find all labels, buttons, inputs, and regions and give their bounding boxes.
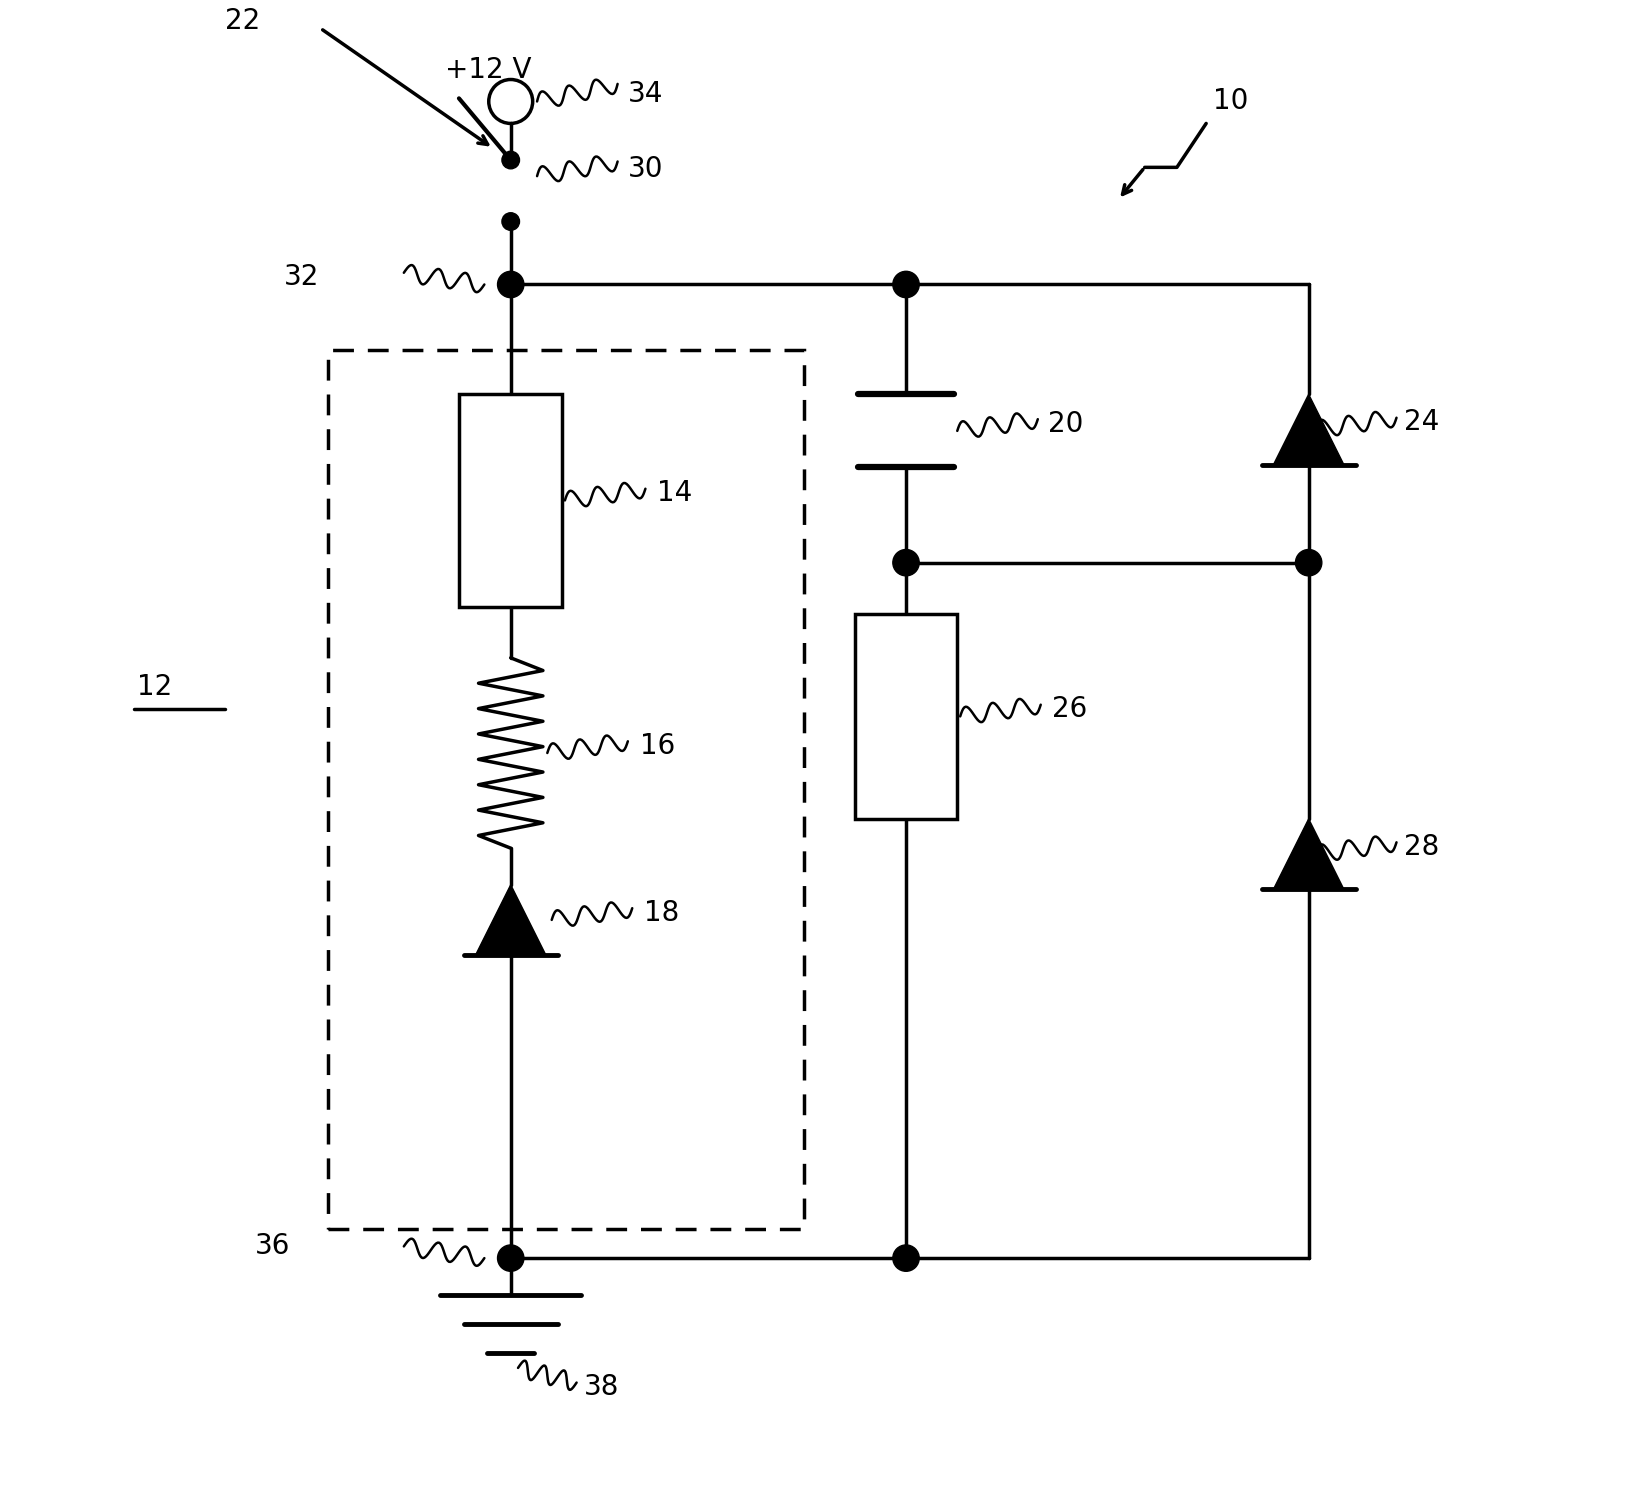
Text: +12 V: +12 V bbox=[444, 55, 532, 84]
Text: 10: 10 bbox=[1213, 88, 1248, 115]
Polygon shape bbox=[1273, 394, 1344, 464]
Text: 24: 24 bbox=[1403, 409, 1440, 436]
Text: 30: 30 bbox=[627, 155, 664, 184]
Text: 34: 34 bbox=[627, 81, 664, 107]
Text: 28: 28 bbox=[1403, 833, 1440, 861]
Circle shape bbox=[1296, 549, 1322, 576]
Circle shape bbox=[497, 272, 523, 298]
Text: 36: 36 bbox=[254, 1232, 291, 1261]
Circle shape bbox=[502, 151, 520, 169]
Text: 32: 32 bbox=[284, 263, 319, 291]
Circle shape bbox=[893, 549, 920, 576]
Circle shape bbox=[893, 1244, 920, 1271]
Bar bbox=[459, 394, 561, 607]
Text: 16: 16 bbox=[639, 731, 675, 759]
Text: 22: 22 bbox=[225, 7, 261, 34]
Text: 18: 18 bbox=[644, 898, 679, 927]
Bar bbox=[327, 351, 804, 1229]
Text: 20: 20 bbox=[1048, 410, 1083, 437]
Text: 14: 14 bbox=[657, 479, 692, 507]
Circle shape bbox=[893, 272, 920, 298]
Circle shape bbox=[497, 1244, 523, 1271]
Text: 12: 12 bbox=[137, 673, 173, 701]
Polygon shape bbox=[475, 885, 546, 955]
Text: 38: 38 bbox=[584, 1373, 619, 1401]
Circle shape bbox=[502, 213, 520, 230]
Bar bbox=[855, 613, 958, 819]
Text: 26: 26 bbox=[1052, 695, 1088, 724]
Polygon shape bbox=[1273, 819, 1344, 889]
